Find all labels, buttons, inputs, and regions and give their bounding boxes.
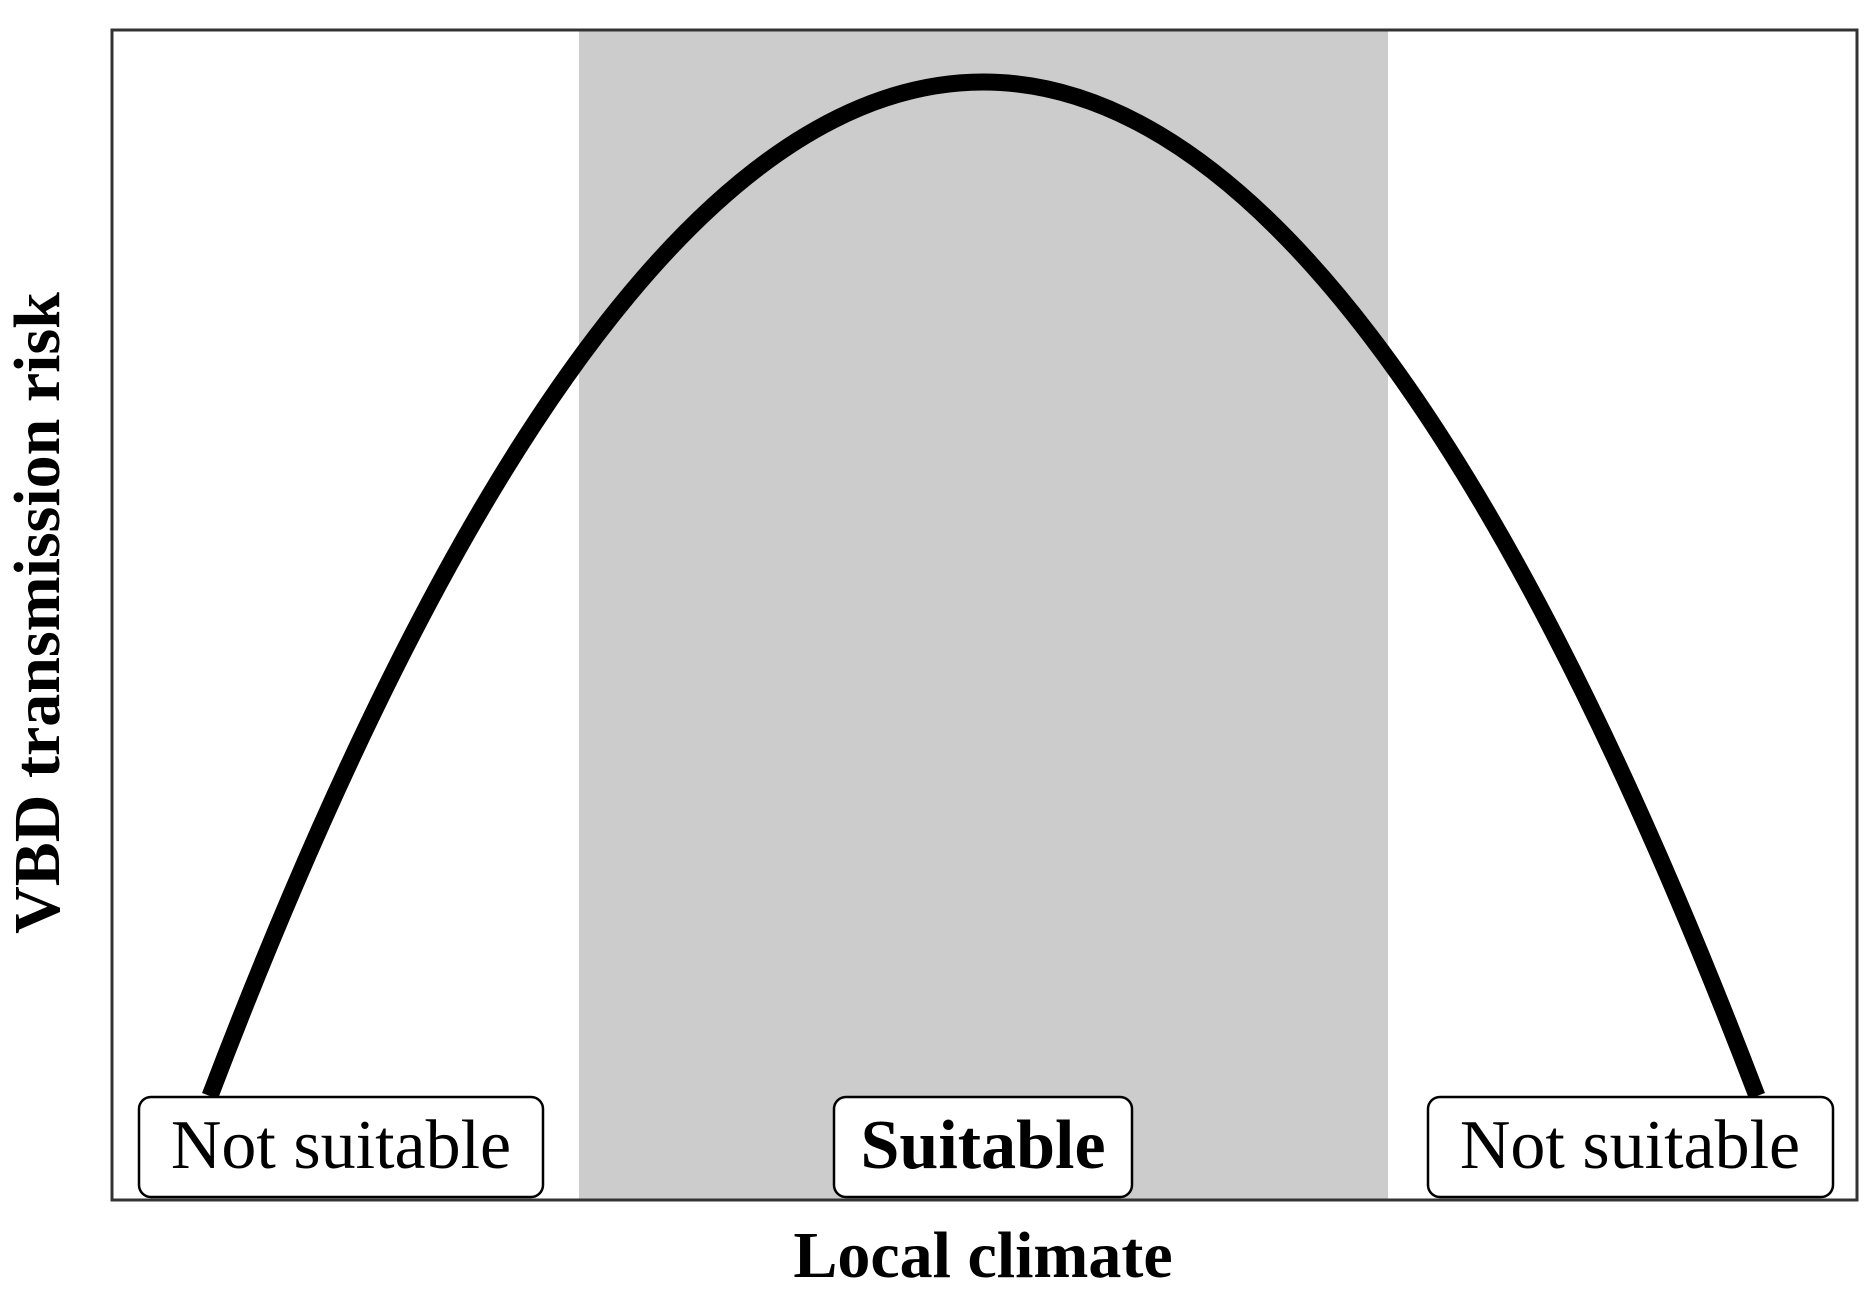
label-box: [137, 1095, 545, 1199]
risk-curve: [202, 73, 1765, 1100]
y-axis-label: VBD transmission risk: [1, 292, 74, 934]
plot-frame: [110, 28, 1859, 1202]
label-box: [1426, 1095, 1835, 1199]
label-box: [832, 1095, 1134, 1199]
suitable-band: [579, 30, 1388, 1200]
x-axis-label: Local climate: [793, 1219, 1172, 1292]
region-label: Not suitable: [171, 1107, 511, 1184]
region-label: Suitable: [860, 1107, 1105, 1184]
region-label: Not suitable: [1460, 1107, 1800, 1184]
